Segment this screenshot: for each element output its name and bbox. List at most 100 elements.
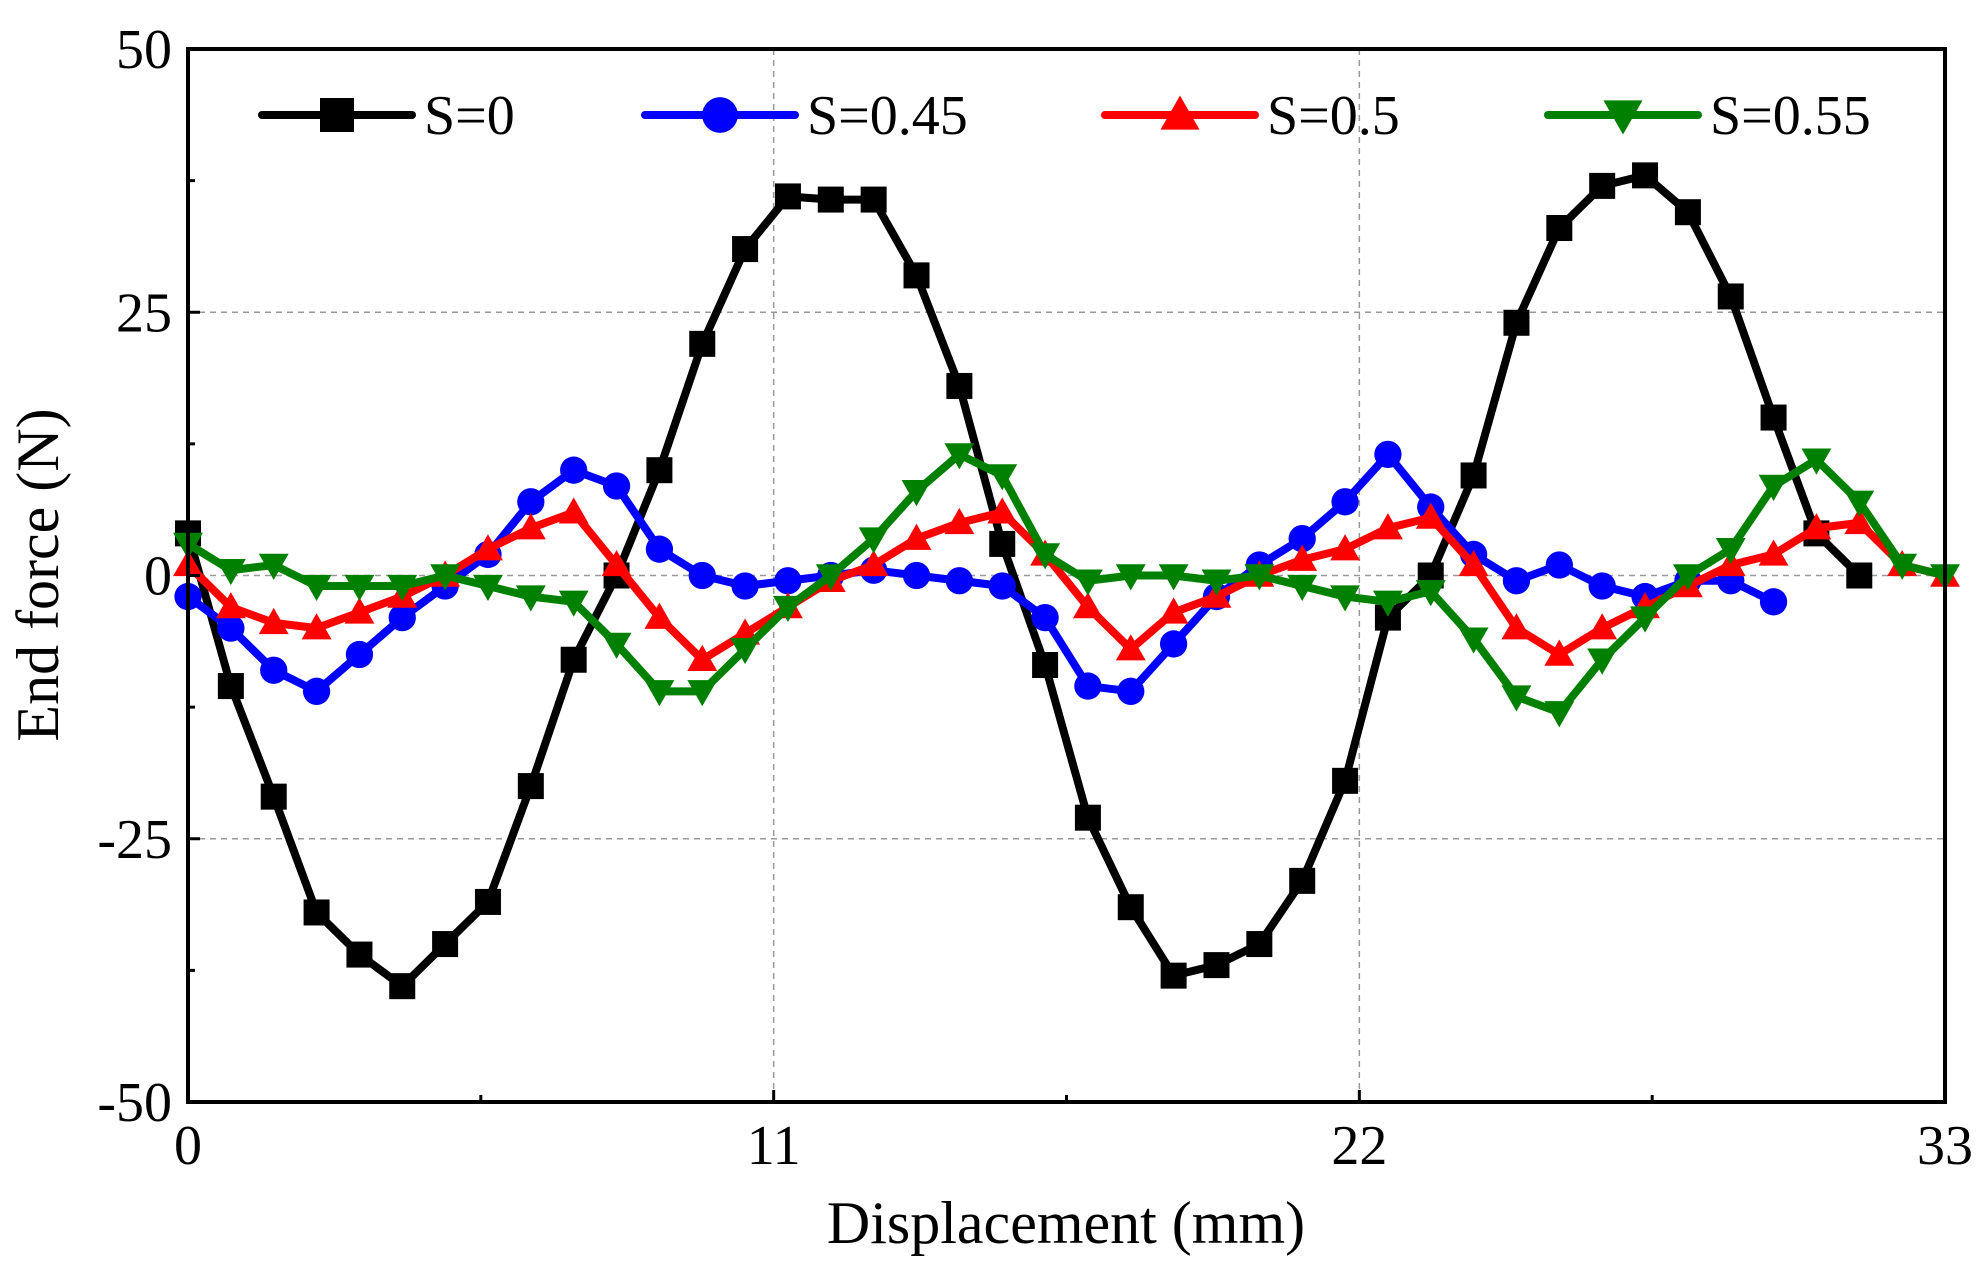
data-point-S=0.45 (560, 456, 588, 484)
data-point-S=0.55 (901, 480, 932, 507)
data-point-S=0.55 (644, 680, 675, 707)
data-point-S=0.45 (217, 614, 245, 642)
data-point-S=0 (774, 183, 801, 210)
x-tick-label: 0 (174, 1115, 202, 1177)
data-point-S=0 (1032, 652, 1059, 679)
grid-lines (188, 49, 1945, 1102)
x-axis-title: Displacement (mm) (827, 1190, 1305, 1256)
data-point-S=0 (1289, 867, 1316, 894)
data-point-S=0.45 (1331, 488, 1359, 516)
data-point-S=0 (1546, 215, 1573, 242)
legend-label: S=0.45 (807, 85, 968, 147)
data-point-S=0.55 (858, 527, 889, 554)
data-point-S=0.5 (1115, 634, 1146, 661)
data-point-S=0.55 (987, 464, 1018, 491)
data-point-S=0.5 (858, 550, 889, 577)
data-point-S=0 (689, 330, 716, 357)
data-point-S=0.55 (1415, 580, 1446, 607)
data-point-S=0.45 (1288, 524, 1316, 553)
data-point-S=0.55 (944, 443, 975, 470)
data-point-S=0.55 (730, 637, 761, 665)
data-point-S=0.55 (1801, 448, 1832, 475)
data-point-S=0.5 (473, 534, 503, 561)
data-point-S=0.55 (558, 590, 589, 617)
data-point-S=0 (517, 773, 544, 800)
data-point-S=0.5 (901, 523, 932, 550)
data-point-S=0.5 (1287, 544, 1318, 571)
data-point-S=0 (432, 931, 459, 958)
y-tick-label: 25 (116, 282, 172, 344)
data-point-S=0.55 (258, 553, 289, 580)
data-point-S=0.55 (1544, 701, 1575, 728)
data-point-S=0.55 (815, 564, 846, 591)
data-point-S=0.45 (774, 567, 802, 595)
x-tick-label: 22 (1331, 1115, 1387, 1177)
legend: S=0 S=0.45 S=0.5 S=0.55 (258, 85, 1871, 147)
data-point-S=0 (1589, 172, 1616, 199)
data-point-S=0.45 (345, 640, 374, 669)
legend-item-S=0.45: S=0.45 (641, 85, 968, 147)
data-point-S=0.55 (1887, 553, 1918, 580)
data-point-S=0.45 (1074, 672, 1102, 700)
series-layer (173, 162, 1960, 1000)
legend-marker (1603, 100, 1643, 135)
data-point-S=0.55 (1072, 569, 1103, 596)
data-point-S=0.45 (688, 561, 716, 590)
data-point-S=0 (217, 673, 244, 700)
data-point-S=0.55 (687, 680, 718, 707)
data-point-S=0.5 (1587, 613, 1618, 640)
data-point-S=0 (1460, 462, 1487, 489)
data-point-S=0.55 (473, 574, 503, 601)
data-point-S=0 (1717, 283, 1744, 310)
data-point-S=0.45 (517, 488, 545, 516)
series-S=0 (175, 162, 1873, 1000)
legend-marker (320, 98, 354, 132)
data-point-S=0.5 (1072, 592, 1103, 619)
data-point-S=0.45 (645, 535, 674, 563)
data-point-S=0.45 (1117, 677, 1145, 705)
legend-label: S=0.5 (1267, 85, 1400, 147)
data-point-S=0 (946, 372, 973, 399)
data-point-S=0.5 (1372, 513, 1403, 540)
y-axis-title: End force (N) (5, 408, 71, 741)
data-point-S=0 (389, 973, 416, 1000)
data-point-S=0.45 (902, 561, 931, 590)
data-point-S=0 (1203, 952, 1230, 979)
data-point-S=0.5 (644, 602, 675, 629)
data-point-S=0.45 (1759, 588, 1788, 616)
data-point-S=0 (1160, 962, 1187, 989)
data-point-S=0.5 (1330, 534, 1361, 561)
data-point-S=0.45 (388, 603, 416, 632)
x-tick-label: 33 (1917, 1115, 1973, 1177)
data-point-S=0.45 (602, 472, 631, 500)
data-point-S=0.55 (515, 585, 546, 612)
data-point-S=0.55 (430, 564, 461, 591)
data-point-S=0.5 (987, 497, 1018, 524)
series-S=0.55 (173, 443, 1960, 728)
y-tick-label: -25 (97, 809, 172, 871)
data-point-S=0.45 (1588, 572, 1616, 600)
data-point-S=0 (346, 941, 373, 968)
data-point-S=0 (474, 888, 501, 915)
data-point-S=0 (1846, 562, 1873, 589)
data-point-S=0.5 (215, 592, 246, 619)
data-point-S=0 (1246, 931, 1273, 958)
data-point-S=0 (732, 236, 759, 263)
data-point-S=0 (860, 186, 887, 213)
data-point-S=0 (646, 457, 673, 484)
data-point-S=0.55 (1330, 585, 1361, 612)
data-point-S=0 (989, 530, 1016, 557)
y-tick-label: -50 (97, 1072, 172, 1134)
data-point-S=0.55 (1458, 627, 1489, 654)
legend-label: S=0.55 (1710, 85, 1871, 147)
legend-marker (702, 97, 738, 133)
data-point-S=0.55 (1758, 474, 1789, 501)
series-line-S=0.45 (184, 450, 1778, 696)
data-point-S=0.5 (687, 644, 718, 671)
legend-item-S=0.55: S=0.55 (1544, 85, 1871, 147)
data-point-S=0.55 (1287, 574, 1318, 601)
y-tick-label: 50 (116, 19, 172, 81)
data-point-S=0 (260, 783, 287, 810)
y-tick-label: 0 (144, 546, 172, 608)
